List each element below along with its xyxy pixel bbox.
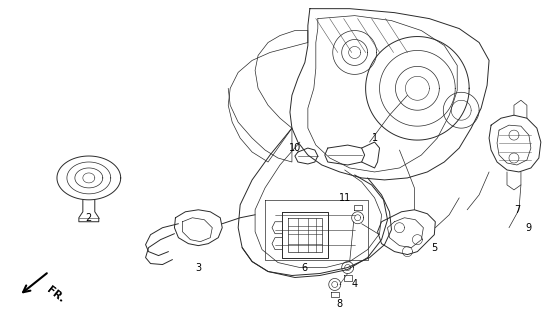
Text: FR.: FR. bbox=[45, 284, 67, 304]
Text: 1: 1 bbox=[372, 133, 378, 143]
Text: 3: 3 bbox=[195, 262, 201, 273]
Text: 8: 8 bbox=[337, 300, 343, 309]
Text: 6: 6 bbox=[302, 262, 308, 273]
Text: 2: 2 bbox=[86, 213, 92, 223]
Text: 11: 11 bbox=[338, 193, 351, 203]
Text: 7: 7 bbox=[514, 205, 520, 215]
Text: 9: 9 bbox=[526, 223, 532, 233]
Text: 5: 5 bbox=[431, 243, 437, 252]
Text: 10: 10 bbox=[289, 143, 301, 153]
Text: 4: 4 bbox=[352, 279, 358, 290]
